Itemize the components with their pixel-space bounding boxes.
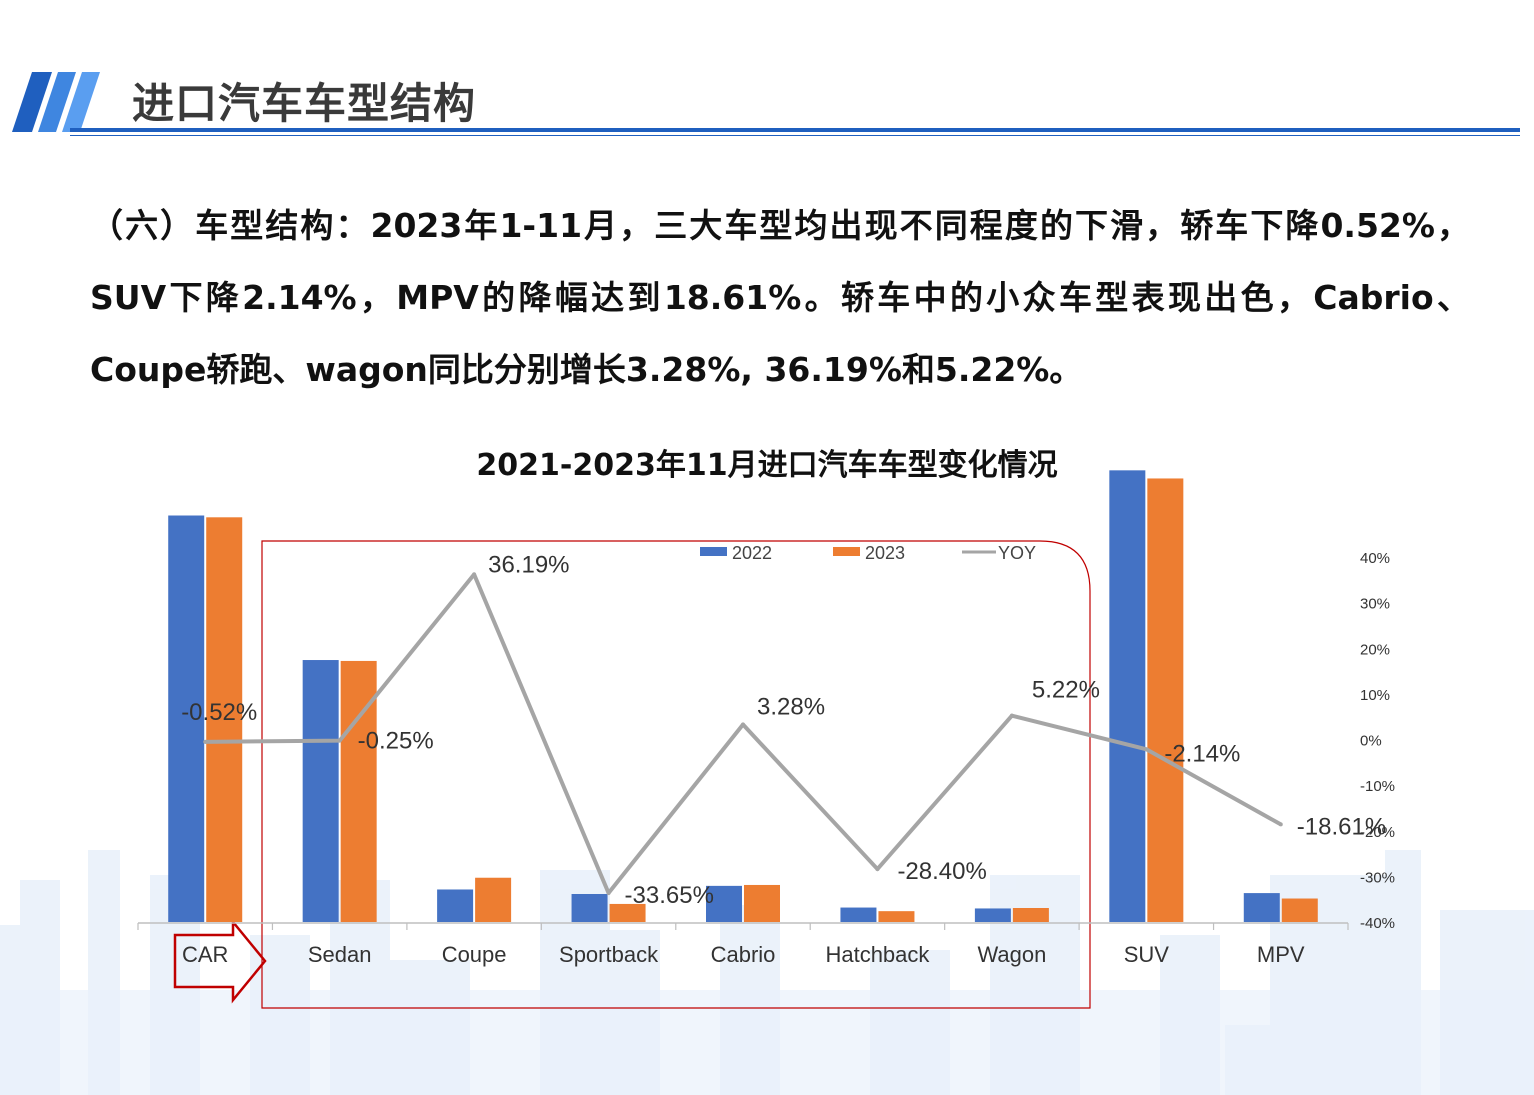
x-tick-label: CAR [182,942,228,967]
yoy-data-label: 3.28% [757,694,825,721]
bar-2022 [1243,893,1280,922]
bar-2023 [1012,907,1049,922]
bar-2022 [706,885,742,922]
bar-2023 [206,517,243,922]
x-tick-label: Coupe [442,942,507,967]
page-title: 进口汽车车型结构 [132,79,477,128]
yoy-point [337,738,342,743]
yoy-point [1144,747,1149,752]
y2-tick-label: -20% [1360,824,1395,841]
yoy-data-label: -18.61% [1297,813,1386,840]
summary-paragraph: （六）车型结构：2023年1-11月，三大车型均出现不同程度的下滑，轿车下降0.… [90,206,1470,389]
yoy-data-label: -0.25% [358,728,434,755]
yoy-point [203,739,208,744]
bar-2023 [1281,898,1318,922]
bar-2022 [437,889,474,922]
y2-tick-label: 20% [1360,641,1390,658]
legend-label: 2022 [732,543,772,563]
y2-tick-label: 30% [1360,596,1390,613]
bar-2023 [744,884,780,922]
legend-swatch [700,547,727,556]
x-tick-label: Wagon [977,942,1046,967]
x-tick-label: Sportback [559,942,659,967]
yoy-data-label: 5.22% [1032,677,1100,704]
y2-tick-label: 40% [1360,550,1390,567]
y2-tick-label: -40% [1360,915,1395,932]
y2-tick-label: 10% [1360,687,1390,704]
bar-2023 [1147,478,1184,922]
y2-tick-label: -30% [1360,869,1395,886]
bar-2023 [475,877,512,922]
yoy-data-label: 36.19% [488,551,569,578]
yoy-point [1278,822,1283,827]
legend-swatch [833,547,860,556]
x-tick-label: SUV [1124,942,1170,967]
header-divider [70,128,1520,132]
header-stripes-icon [12,72,100,132]
yoy-point [875,867,880,872]
header-divider-thin [70,135,1520,136]
yoy-data-label: -2.14% [1164,740,1240,767]
legend-label: YOY [998,543,1036,563]
bar-2022 [840,907,877,922]
yoy-point [1009,713,1014,718]
highlight-arrow-icon [173,918,267,1004]
chart-title: 2021-2023年11月进口汽车车型变化情况 [476,448,1058,483]
x-tick-label: Sedan [308,942,372,967]
yoy-point [606,891,611,896]
bar-2022 [974,908,1011,922]
yoy-point [472,572,477,577]
x-tick-label: MPV [1257,942,1305,967]
y2-tick-label: -10% [1360,778,1395,795]
yoy-data-label: -28.40% [897,858,986,885]
bar-2022 [302,660,339,922]
x-tick-label: Cabrio [711,942,776,967]
bar-2023 [609,903,646,922]
bar-2022 [168,515,205,922]
bar-2022 [571,893,608,922]
legend-label: 2023 [865,543,905,563]
y2-tick-label: 0% [1360,733,1382,750]
yoy-data-label: -33.65% [625,882,714,909]
yoy-data-label: -0.52% [181,699,257,726]
bar-2023 [878,911,915,922]
x-tick-label: Hatchback [825,942,930,967]
bar-2022 [1109,470,1146,922]
highlight-box [261,540,1091,1009]
yoy-point [741,722,745,727]
